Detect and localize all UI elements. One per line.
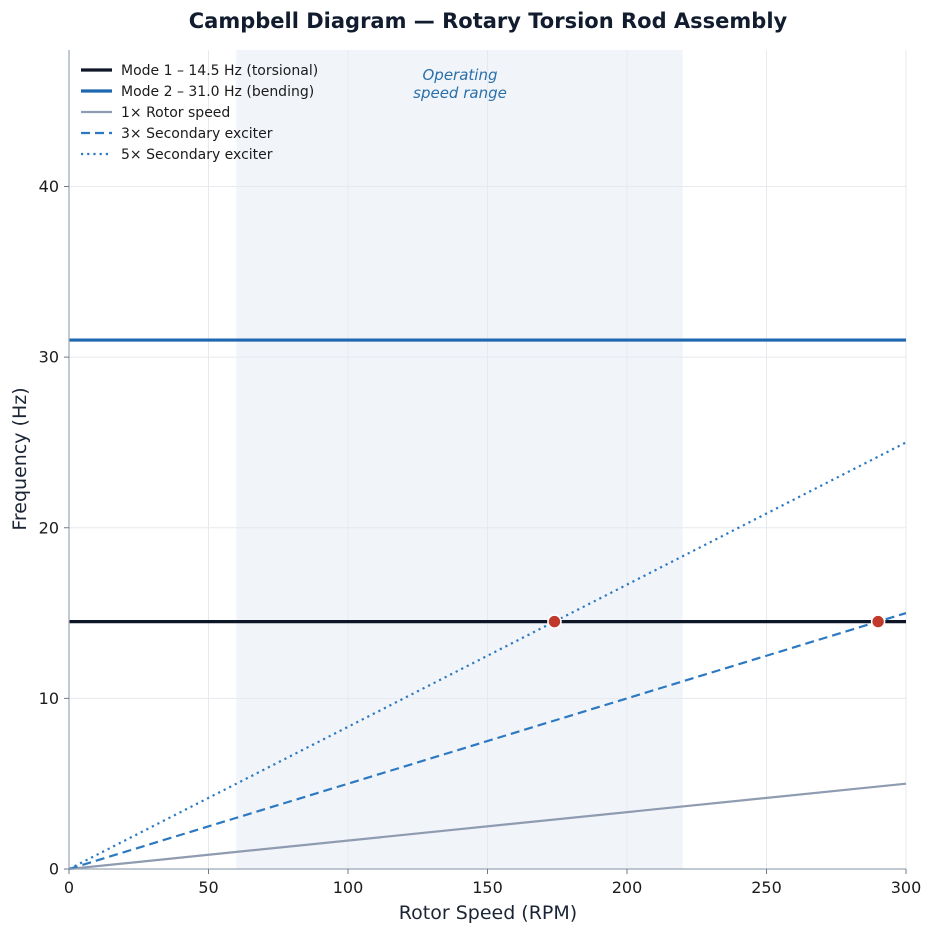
x-tick-label: 150 [472,878,503,897]
legend-label-1: Mode 1 – 14.5 Hz (torsional) [121,63,318,79]
y-tick-label: 30 [39,348,59,367]
y-tick-label: 10 [39,689,59,708]
operating-range-band [236,50,683,869]
legend-label-3: 1× Rotor speed [121,105,230,121]
legend-label-2: Mode 2 – 31.0 Hz (bending) [121,84,314,100]
intersection-points [547,614,886,629]
operating-range-label-line1: Operating [423,66,498,84]
series-line-3 [68,782,907,871]
x-tick-label: 0 [64,878,74,897]
chart-title: Campbell Diagram — Rotary Torsion Rod As… [189,9,788,33]
series-line-4 [68,612,907,871]
intersection-point [870,614,886,629]
y-tick-label: 20 [39,518,59,537]
x-axis-label: Rotor Speed (RPM) [399,902,577,924]
series-group [68,338,907,871]
x-tick-label: 300 [891,878,922,897]
grid [68,50,907,870]
x-tick-label: 250 [751,878,782,897]
x-ticks: 0 50 100 150 200 250 300 [64,869,921,897]
x-tick-label: 50 [198,878,218,897]
y-tick-label: 0 [49,860,59,879]
operating-range-label-line2: speed range [413,84,507,102]
series-line-5 [68,441,907,870]
x-tick-label: 200 [612,878,643,897]
legend: Mode 1 – 14.5 Hz (torsional) Mode 2 – 31.… [81,63,318,163]
legend-label-4: 3× Secondary exciter [121,126,273,142]
y-tick-label: 40 [39,177,59,196]
legend-label-5: 5× Secondary exciter [121,147,273,163]
y-ticks: 0 10 20 30 40 [39,177,69,879]
y-axis-label: Frequency (Hz) [9,387,31,530]
x-tick-label: 100 [333,878,364,897]
intersection-point [547,614,562,629]
